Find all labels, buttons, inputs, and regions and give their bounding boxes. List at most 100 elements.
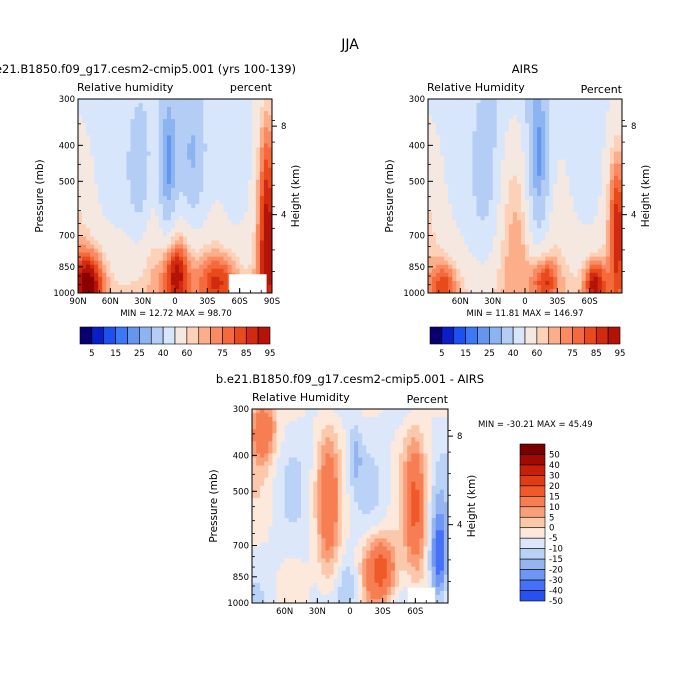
- heatmap-cell: [90, 216, 95, 221]
- heatmap-cell: [516, 220, 522, 225]
- heatmap-cell: [158, 155, 164, 161]
- heatmap-cell: [533, 187, 538, 193]
- heatmap-cell: [256, 558, 261, 563]
- heatmap-cell: [162, 200, 168, 205]
- heatmap-cell: [260, 578, 265, 584]
- heatmap-cell: [252, 522, 257, 527]
- heatmap-cell: [110, 179, 115, 185]
- heatmap-cell: [512, 200, 518, 205]
- heatmap-cell: [428, 220, 433, 225]
- heatmap-cell: [264, 409, 269, 414]
- heatmap-cell: [146, 288, 152, 294]
- heatmap-cell: [118, 171, 123, 177]
- heatmap-cell: [525, 111, 530, 116]
- heatmap-cell: [243, 228, 249, 233]
- heatmap-cell: [126, 228, 131, 233]
- heatmap-cell: [609, 183, 615, 189]
- heatmap-cell: [464, 147, 469, 152]
- heatmap-cell: [480, 248, 485, 253]
- heatmap-cell: [263, 147, 269, 152]
- heatmap-cell: [577, 268, 582, 274]
- heatmap-cell: [146, 187, 152, 193]
- heatmap-cell: [597, 131, 603, 136]
- heatmap-cell: [605, 228, 611, 233]
- heatmap-cell: [231, 260, 237, 266]
- heatmap-cell: [472, 135, 477, 140]
- heatmap-cell: [492, 99, 498, 104]
- heatmap-cell: [110, 147, 115, 152]
- heatmap-cell: [545, 111, 550, 116]
- heatmap-cell: [432, 179, 437, 185]
- colorbar-box: [234, 326, 247, 345]
- heatmap-cell: [577, 260, 582, 266]
- heatmap-cell: [138, 256, 144, 262]
- heatmap-cell: [525, 240, 530, 245]
- heatmap-cell: [199, 236, 204, 241]
- heatmap-cell: [259, 171, 265, 177]
- heatmap-cell: [252, 469, 257, 475]
- heatmap-cell: [158, 131, 164, 136]
- heatmap-cell: [150, 216, 156, 221]
- heatmap-cell: [436, 252, 441, 258]
- heatmap-cell: [203, 236, 208, 241]
- heatmap-cell: [166, 107, 172, 112]
- heatmap-cell: [597, 107, 603, 112]
- heatmap-cell: [227, 147, 232, 152]
- heatmap-cell: [428, 127, 433, 132]
- heatmap-cell: [247, 155, 253, 161]
- heatmap-cell: [601, 260, 607, 266]
- heatmap-cell: [114, 103, 119, 108]
- heatmap-cell: [448, 288, 453, 294]
- heatmap-cell: [187, 131, 192, 136]
- heatmap-cell: [541, 175, 546, 181]
- heatmap-cell: [597, 147, 603, 152]
- heatmap-cell: [569, 159, 574, 165]
- heatmap-cell: [191, 191, 196, 197]
- heatmap-cell: [195, 99, 200, 104]
- y2-tick-label: 8: [281, 122, 286, 132]
- heatmap-cell: [557, 183, 562, 189]
- heatmap-cell: [255, 99, 261, 104]
- heatmap-cell: [134, 252, 140, 258]
- heatmap-cell: [520, 208, 526, 213]
- heatmap-cell: [468, 248, 473, 253]
- heatmap-cell: [448, 272, 453, 278]
- heatmap-cell: [211, 200, 216, 205]
- heatmap-cell: [581, 103, 587, 108]
- heatmap-cell: [492, 204, 498, 209]
- heatmap-cell: [227, 139, 232, 144]
- heatmap-cell: [520, 167, 526, 173]
- heatmap-cell: [460, 212, 465, 217]
- heatmap-cell: [492, 196, 498, 201]
- heatmap-cell: [512, 276, 518, 282]
- heatmap-cell: [110, 119, 115, 124]
- heatmap-cell: [158, 228, 164, 233]
- heatmap-cell: [508, 139, 514, 144]
- heatmap-cell: [456, 167, 461, 173]
- heatmap-cell: [520, 175, 526, 181]
- heatmap-cell: [264, 554, 269, 559]
- heatmap-cell: [227, 256, 232, 262]
- heatmap-cell: [460, 244, 465, 249]
- heatmap-cell: [484, 284, 490, 290]
- heatmap-cell: [520, 228, 526, 233]
- heatmap-cell: [508, 260, 514, 266]
- heatmap-cell: [533, 139, 538, 144]
- heatmap-cell: [211, 163, 216, 169]
- x-tick-label: 60S: [232, 297, 248, 307]
- heatmap-cell: [520, 224, 526, 229]
- heatmap-cell: [118, 175, 123, 181]
- heatmap-cell: [456, 183, 461, 189]
- heatmap-cell: [82, 111, 87, 116]
- heatmap-cell: [195, 191, 200, 197]
- heatmap-cell: [252, 429, 257, 434]
- heatmap-cell: [150, 115, 156, 120]
- heatmap-cell: [154, 288, 160, 294]
- heatmap-cell: [267, 115, 273, 120]
- heatmap-cell: [122, 288, 127, 294]
- heatmap-cell: [227, 187, 232, 193]
- heatmap-cell: [86, 191, 91, 197]
- heatmap-cell: [436, 191, 441, 197]
- heatmap-cell: [78, 288, 83, 294]
- heatmap-cell: [500, 196, 506, 201]
